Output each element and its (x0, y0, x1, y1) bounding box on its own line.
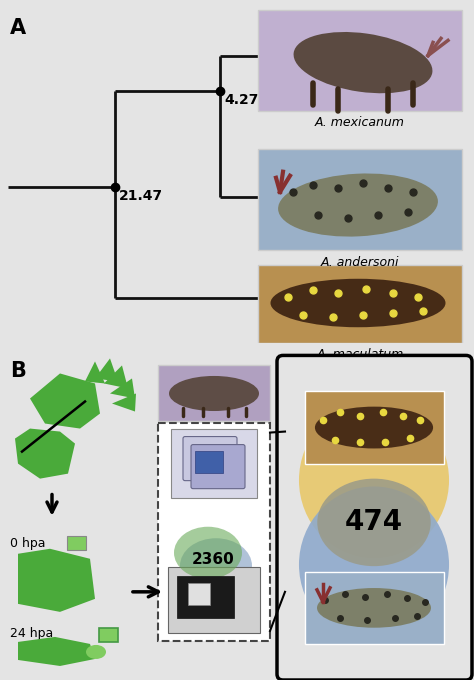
FancyBboxPatch shape (258, 10, 462, 111)
Text: A. mexicanum: A. mexicanum (315, 116, 405, 129)
Ellipse shape (317, 479, 431, 566)
Text: 2360: 2360 (191, 552, 234, 567)
FancyBboxPatch shape (188, 583, 210, 605)
Ellipse shape (299, 486, 449, 643)
FancyBboxPatch shape (258, 265, 462, 343)
FancyBboxPatch shape (191, 445, 245, 489)
Ellipse shape (174, 527, 242, 579)
FancyBboxPatch shape (177, 576, 234, 618)
Polygon shape (104, 365, 128, 388)
Polygon shape (18, 549, 95, 612)
Ellipse shape (278, 173, 438, 237)
FancyBboxPatch shape (171, 428, 257, 498)
Ellipse shape (169, 376, 259, 411)
FancyBboxPatch shape (67, 537, 86, 550)
Text: 4.27: 4.27 (224, 93, 258, 107)
FancyBboxPatch shape (100, 628, 118, 643)
Ellipse shape (180, 539, 252, 594)
Text: 21.47: 21.47 (119, 189, 163, 203)
Ellipse shape (293, 32, 432, 93)
Ellipse shape (317, 588, 431, 628)
Text: 24 hpa: 24 hpa (10, 628, 53, 641)
FancyBboxPatch shape (258, 150, 462, 250)
Polygon shape (95, 358, 118, 381)
Text: A. andersoni: A. andersoni (321, 256, 399, 269)
Ellipse shape (299, 402, 449, 558)
Text: 0 hpa: 0 hpa (10, 537, 46, 550)
Polygon shape (15, 428, 75, 479)
Ellipse shape (86, 645, 106, 659)
FancyBboxPatch shape (183, 437, 237, 481)
Ellipse shape (315, 407, 433, 449)
FancyBboxPatch shape (168, 567, 260, 633)
Text: A. maculatum: A. maculatum (316, 348, 404, 362)
Polygon shape (110, 379, 135, 398)
Text: A: A (10, 18, 26, 38)
Polygon shape (30, 373, 100, 428)
Polygon shape (18, 637, 95, 666)
FancyBboxPatch shape (158, 422, 270, 641)
FancyBboxPatch shape (195, 451, 223, 473)
Text: 474: 474 (345, 509, 403, 537)
Polygon shape (85, 362, 105, 384)
Polygon shape (112, 394, 136, 411)
FancyBboxPatch shape (305, 572, 444, 644)
Ellipse shape (271, 279, 446, 327)
FancyBboxPatch shape (305, 392, 444, 464)
FancyBboxPatch shape (158, 365, 270, 420)
FancyBboxPatch shape (277, 356, 472, 680)
Text: B: B (10, 362, 26, 381)
